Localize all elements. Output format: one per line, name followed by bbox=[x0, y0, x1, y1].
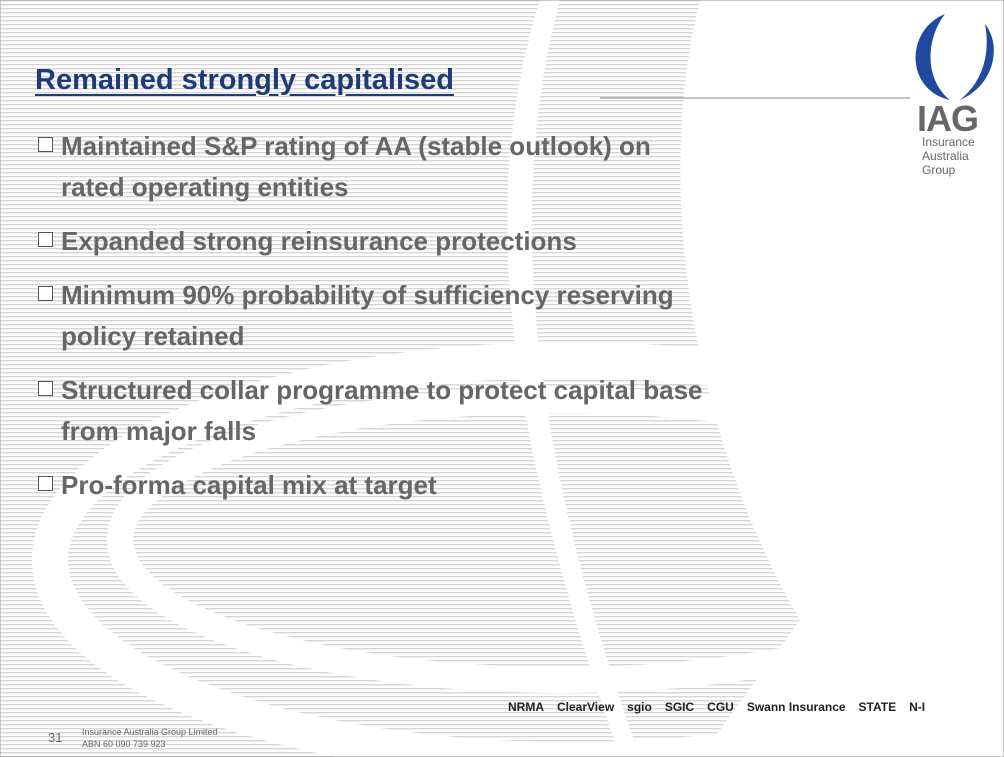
slide: Remained strongly capitalised Maintained… bbox=[0, 0, 1004, 757]
bullet-line: from major falls bbox=[61, 411, 703, 452]
brand: NRMA bbox=[508, 700, 544, 714]
title: Remained strongly capitalised bbox=[35, 64, 454, 97]
bullet-line: Pro-forma capital mix at target bbox=[61, 465, 437, 506]
bullet-line: Structured collar programme to protect c… bbox=[61, 370, 703, 411]
brand: SGIC bbox=[665, 700, 694, 714]
brand-logos: NRMA ClearView sgio SGIC CGU Swann Insurance S… bbox=[508, 700, 925, 714]
bullet-line: policy retained bbox=[61, 316, 674, 357]
bullet-text: Maintained S&P rating of AA (stable outl… bbox=[61, 126, 651, 208]
bullet-line: rated operating entities bbox=[61, 167, 651, 208]
logo-line: Insurance bbox=[922, 135, 975, 149]
bullet-text: Pro-forma capital mix at target bbox=[61, 465, 437, 506]
bullet-line: Expanded strong reinsurance protections bbox=[61, 221, 577, 262]
bullet-list: Maintained S&P rating of AA (stable outl… bbox=[38, 126, 703, 519]
footer-abn: ABN 60 090 739 923 bbox=[82, 739, 166, 749]
page-number: 31 bbox=[48, 730, 62, 745]
bullet-text: Expanded strong reinsurance protections bbox=[61, 221, 577, 262]
brand: ClearView bbox=[557, 700, 614, 714]
bullet: Expanded strong reinsurance protections bbox=[38, 221, 703, 262]
brand: CGU bbox=[707, 700, 734, 714]
bullet-box bbox=[38, 137, 53, 152]
bullet-line: Maintained S&P rating of AA (stable outl… bbox=[61, 126, 651, 167]
brand: sgio bbox=[627, 700, 652, 714]
bullet-box bbox=[38, 232, 53, 247]
brand: N-I bbox=[909, 700, 925, 714]
brand: Swann Insurance bbox=[747, 700, 846, 714]
bullet-text: Minimum 90% probability of sufficiency r… bbox=[61, 275, 674, 357]
bullet: Maintained S&P rating of AA (stable outl… bbox=[38, 126, 703, 208]
bullet: Minimum 90% probability of sufficiency r… bbox=[38, 275, 703, 357]
bullet: Structured collar programme to protect c… bbox=[38, 370, 703, 452]
logo-line: Group bbox=[922, 163, 975, 177]
bullet-box bbox=[38, 476, 53, 491]
bullet-text: Structured collar programme to protect c… bbox=[61, 370, 703, 452]
bullet-box bbox=[38, 286, 53, 301]
brand: STATE bbox=[859, 700, 897, 714]
logo-name: IAG bbox=[917, 98, 978, 140]
bullet-line: Minimum 90% probability of sufficiency r… bbox=[61, 275, 674, 316]
footer-company: Insurance Australia Group Limited bbox=[82, 727, 218, 737]
logo-line: Australia bbox=[922, 149, 975, 163]
bullet: Pro-forma capital mix at target bbox=[38, 465, 703, 506]
bullet-box bbox=[38, 381, 53, 396]
